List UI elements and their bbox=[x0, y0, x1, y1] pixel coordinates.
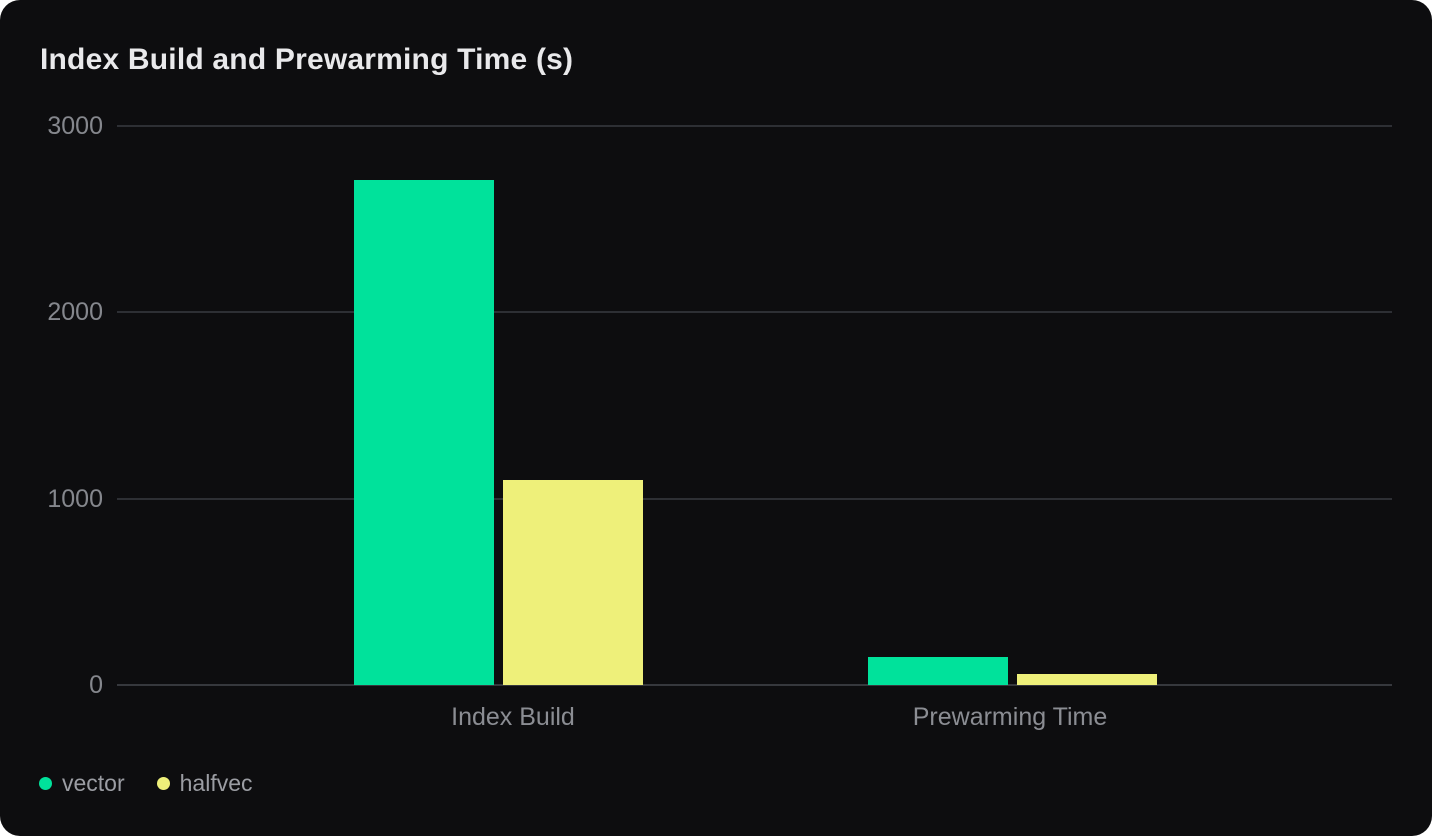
bar-halfvec-index-build bbox=[502, 480, 643, 685]
gridline-y-0 bbox=[117, 684, 1392, 686]
y-axis-tick-label: 2000 bbox=[47, 298, 103, 327]
chart-title: Index Build and Prewarming Time (s) bbox=[40, 43, 574, 76]
gridline-y-1000 bbox=[117, 497, 1392, 500]
legend-item-halfvec: halfvec bbox=[156, 770, 253, 797]
legend-item-vector: vector bbox=[39, 770, 125, 797]
x-axis-category-label: Prewarming Time bbox=[912, 703, 1108, 731]
gridline-y-2000 bbox=[117, 311, 1392, 314]
legend-dot-icon bbox=[39, 777, 52, 790]
gridline-y-3000 bbox=[117, 125, 1392, 127]
bar-vector-prewarming-time bbox=[867, 657, 1008, 685]
y-axis-tick-label: 1000 bbox=[47, 484, 103, 513]
legend-dot-icon bbox=[156, 777, 170, 790]
y-axis-tick-label: 0 bbox=[89, 671, 103, 699]
legend-label: vector bbox=[62, 770, 125, 796]
bar-halfvec-prewarming-time bbox=[1016, 673, 1157, 685]
legend-label: halfvec bbox=[179, 770, 253, 796]
x-axis-category-label: Index Build bbox=[451, 703, 575, 731]
y-axis-tick-label: 3000 bbox=[47, 112, 103, 140]
legend: vector halfvec bbox=[39, 770, 253, 797]
bar-vector-index-build bbox=[353, 180, 494, 685]
